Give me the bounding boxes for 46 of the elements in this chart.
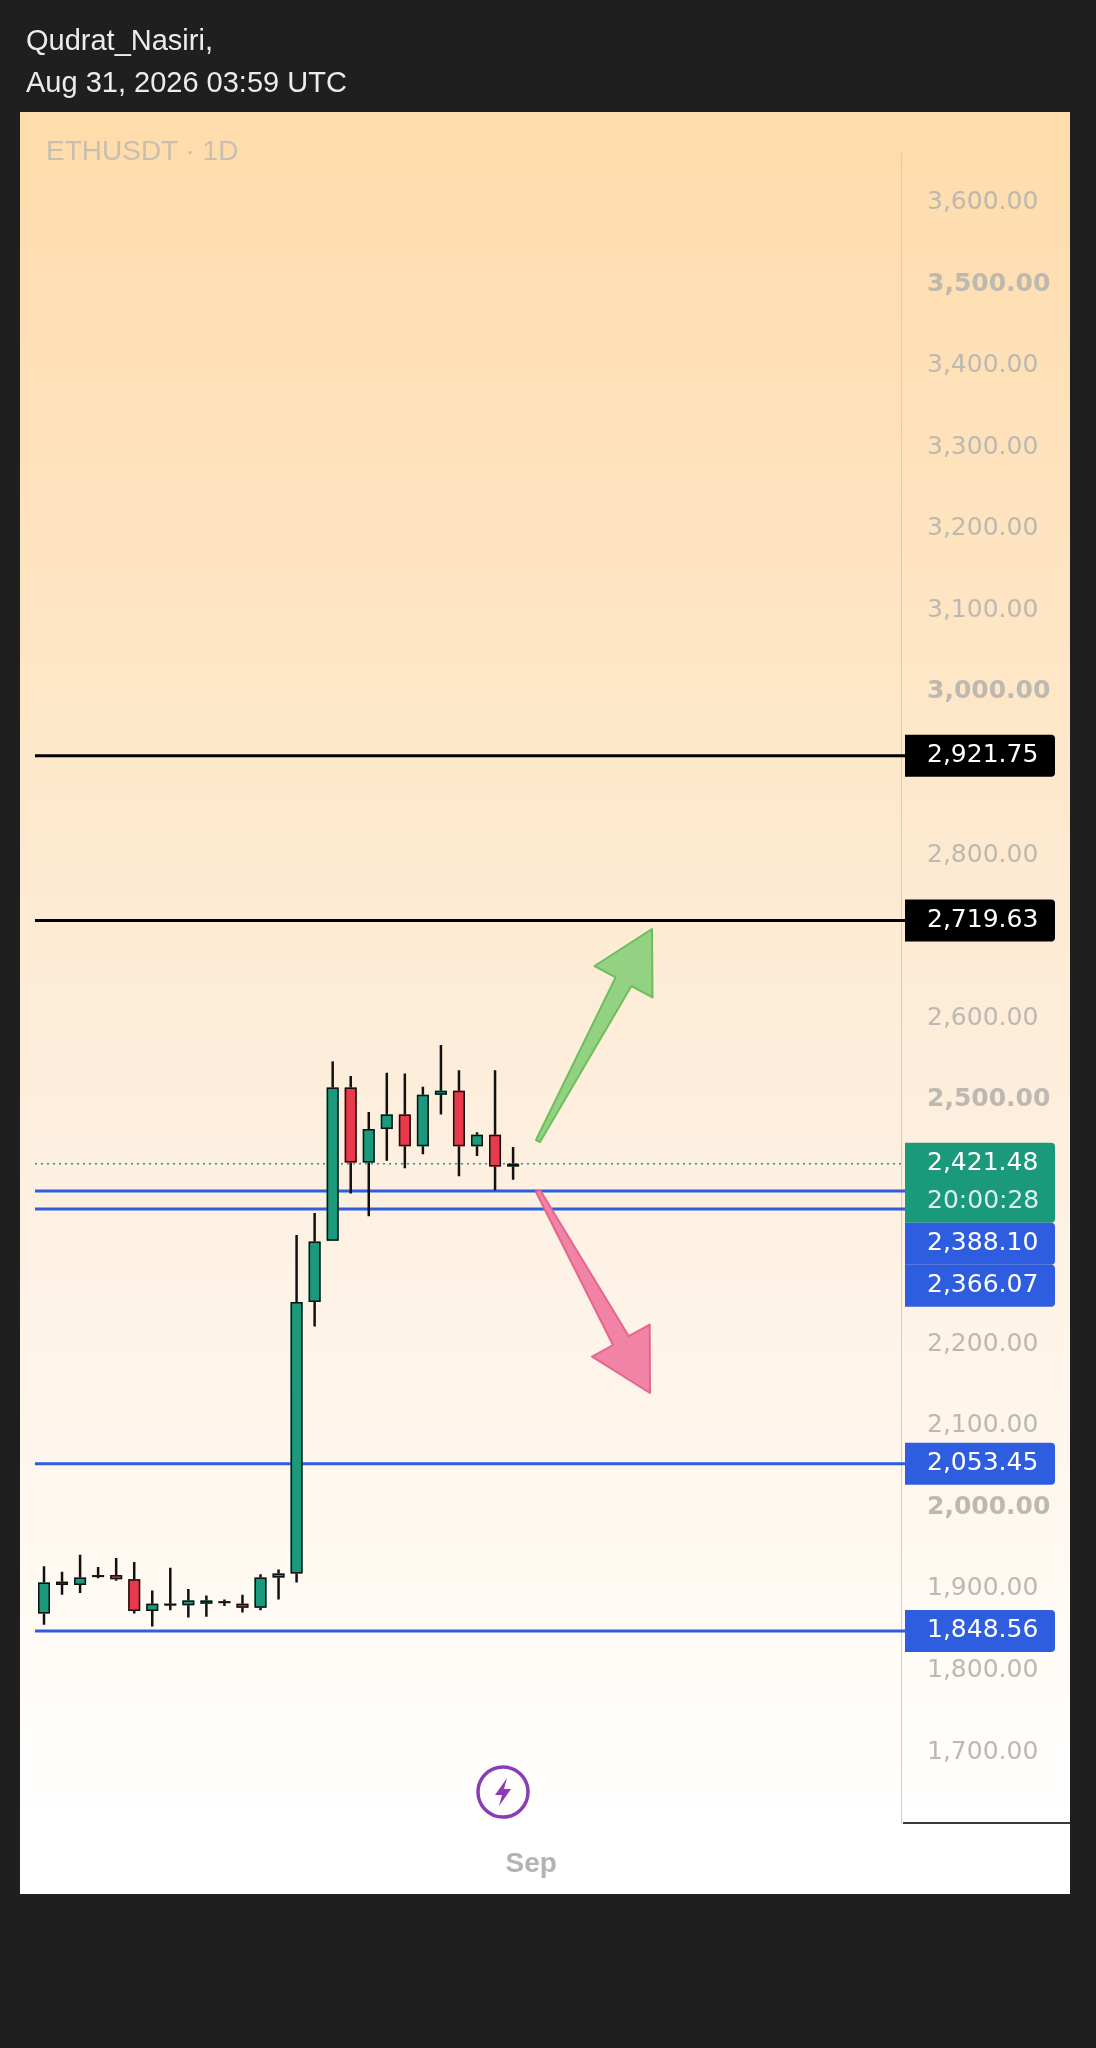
candlestick (308, 1211, 321, 1328)
y-tick-label: 3,600.00 (927, 186, 1039, 216)
y-tick-label: 1,800.00 (927, 1654, 1039, 1684)
candlestick (164, 1566, 177, 1612)
y-tick-label: 2,100.00 (927, 1409, 1039, 1439)
y-tick-label: 3,300.00 (927, 430, 1039, 460)
x-tick-label: Sep (505, 1846, 557, 1878)
candlestick (146, 1589, 159, 1628)
ref-line-label: 2,366.07 (927, 1269, 1039, 1299)
candlestick (290, 1233, 303, 1584)
candlestick (398, 1072, 411, 1170)
candlestick (56, 1570, 69, 1596)
ref-line-label: 1,848.56 (927, 1614, 1039, 1644)
candlestick (236, 1593, 249, 1614)
y-tick-label: 3,400.00 (927, 349, 1039, 379)
y-tick-label: 3,000.00 (927, 675, 1051, 705)
text: Qudrat_Nasiri, (26, 23, 213, 58)
y-tick-label: 3,200.00 (927, 512, 1039, 542)
y-tick-label: 2,800.00 (927, 838, 1039, 868)
candlestick (200, 1594, 213, 1618)
candlestick (452, 1069, 465, 1178)
ref-line-label: 2,421.48 20:00:28 (927, 1147, 1040, 1215)
ref-line-label: 2,921.75 (927, 739, 1039, 769)
ref-line-label: 2,053.45 (927, 1447, 1039, 1477)
candlestick (182, 1587, 195, 1619)
y-tick-label: 2,600.00 (927, 1001, 1039, 1031)
candlestick (326, 1060, 339, 1241)
y-tick-label: 1,900.00 (927, 1572, 1039, 1602)
text: Aug 31, 2026 03:59 UTC (26, 65, 347, 100)
y-tick-label: 2,500.00 (927, 1083, 1051, 1113)
candlestick (434, 1043, 447, 1116)
candlestick (272, 1568, 285, 1601)
y-tick-label: 3,100.00 (927, 593, 1039, 623)
ref-line-label: 2,719.63 (927, 904, 1039, 934)
candlestick (344, 1074, 357, 1195)
y-tick-label: 2,000.00 (927, 1490, 1051, 1520)
candlestick (489, 1069, 502, 1192)
candlestick (254, 1573, 267, 1612)
ref-line-label: 2,388.10 (927, 1227, 1039, 1257)
candlestick (380, 1071, 393, 1163)
y-tick-label: 3,500.00 (927, 267, 1051, 297)
candlestick (74, 1553, 87, 1595)
candlestick (38, 1564, 50, 1627)
candlestick (128, 1560, 141, 1615)
y-tick-label: 2,200.00 (927, 1327, 1039, 1357)
y-tick-label: 1,700.00 (927, 1735, 1039, 1765)
